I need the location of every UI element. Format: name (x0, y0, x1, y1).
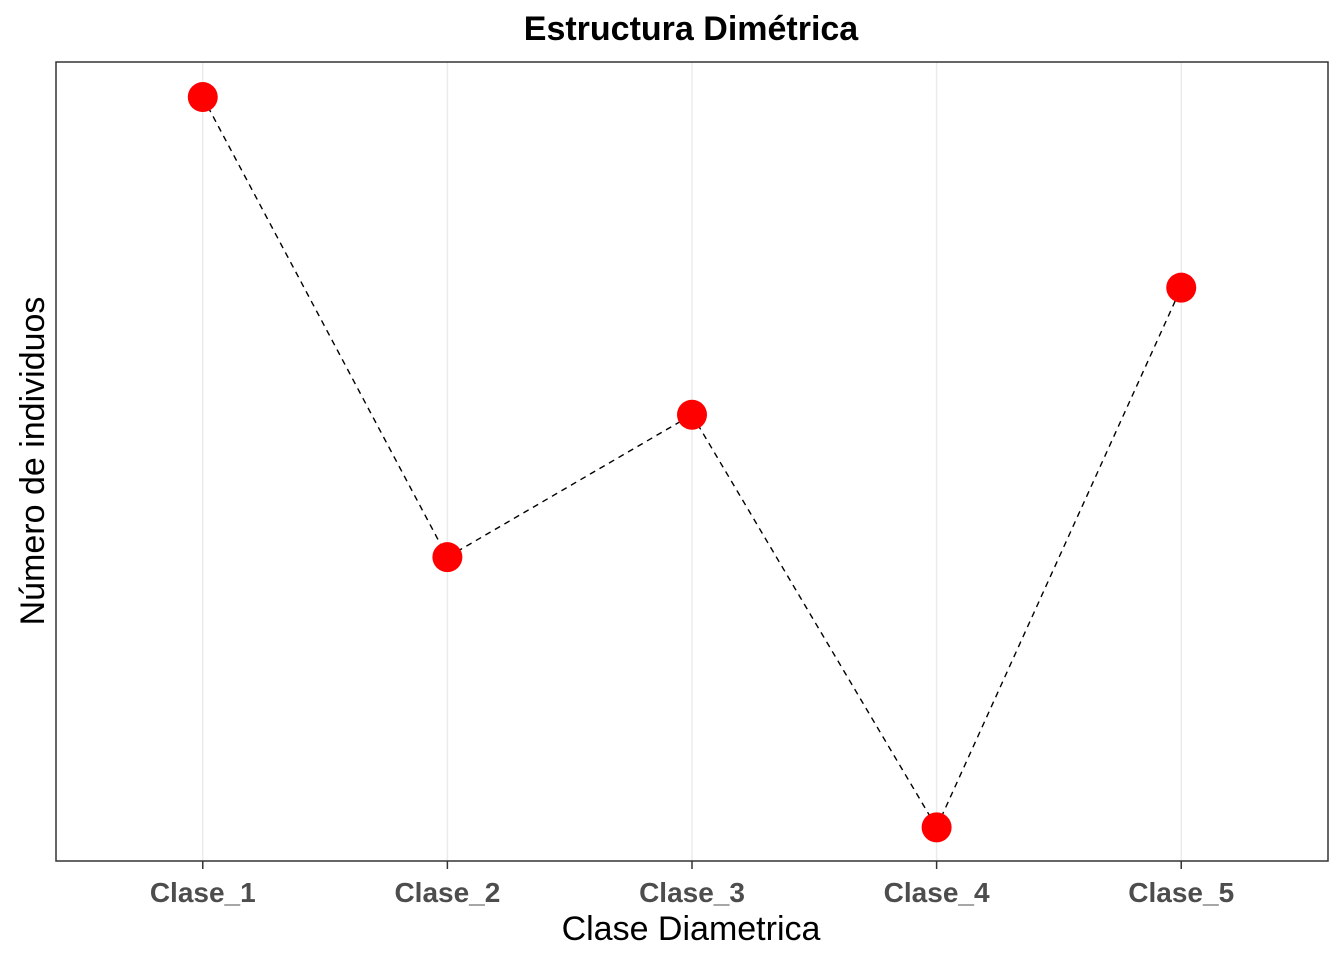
y-axis-title: Número de individuos (14, 297, 52, 626)
x-tick-label-1: Clase_1 (150, 877, 256, 908)
data-point-Clase_3 (677, 399, 707, 430)
line-segment-3 (691, 414, 938, 828)
data-point-Clase_2 (432, 542, 463, 573)
x-tick-label-2: Clase_2 (394, 877, 500, 908)
data-point-Clase_4 (921, 812, 952, 843)
data-point-Clase_5 (1166, 272, 1197, 303)
data-point-Clase_1 (187, 82, 218, 113)
line-segment-1 (202, 96, 449, 558)
x-tick-label-4: Clase_4 (884, 877, 990, 908)
line-segment-2 (447, 414, 693, 558)
series-points (187, 82, 1197, 843)
grid-lines (202, 62, 1182, 861)
x-tick-label-5: Clase_5 (1128, 877, 1234, 908)
chart-title: Estructura Dimétrica (524, 10, 860, 48)
x-tick-label-3: Clase_3 (639, 877, 745, 908)
x-axis-title: Clase Diametrica (562, 910, 821, 948)
x-axis: Clase_1 Clase_2 Clase_3 Clase_4 Clase_5 (150, 861, 1234, 908)
series-lines (202, 96, 1182, 828)
